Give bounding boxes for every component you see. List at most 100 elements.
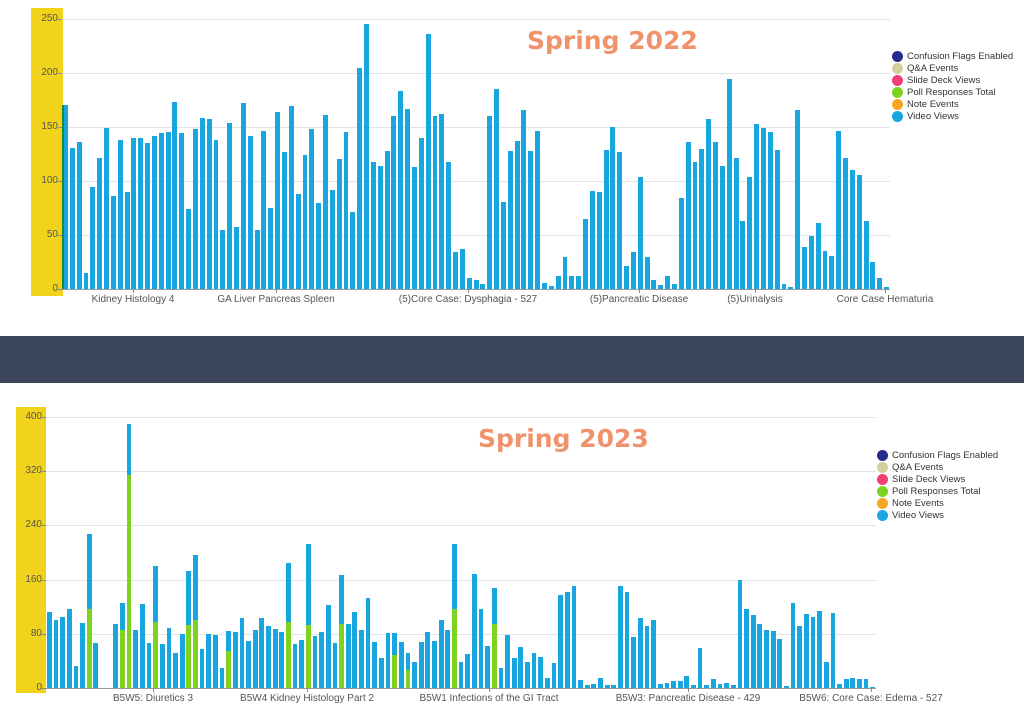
- bar[interactable]: [465, 654, 471, 688]
- bar[interactable]: [744, 608, 749, 688]
- bar[interactable]: [83, 272, 89, 289]
- bar[interactable]: [598, 677, 603, 688]
- bar[interactable]: [247, 135, 253, 289]
- bar[interactable]: [604, 685, 610, 688]
- bar[interactable]: [288, 106, 294, 289]
- bar[interactable]: [672, 283, 677, 289]
- bar[interactable]: [856, 174, 862, 289]
- bar[interactable]: [90, 187, 96, 289]
- bar[interactable]: [498, 667, 504, 688]
- bar[interactable]: [795, 109, 801, 289]
- bar[interactable]: [664, 682, 670, 688]
- bar[interactable]: [596, 191, 602, 289]
- bar[interactable]: [372, 641, 378, 688]
- bar[interactable]: [764, 630, 769, 688]
- bar[interactable]: [505, 635, 510, 688]
- bar[interactable]: [781, 283, 787, 289]
- bar[interactable]: [425, 631, 431, 688]
- bar[interactable]: [66, 609, 72, 688]
- bar[interactable]: [829, 255, 835, 289]
- bar[interactable]: [657, 683, 663, 688]
- bar[interactable]: [377, 165, 383, 289]
- bar[interactable]: [747, 176, 753, 289]
- bar[interactable]: [849, 170, 855, 289]
- legend-item[interactable]: Q&A Events: [877, 461, 998, 473]
- bar[interactable]: [261, 131, 267, 289]
- bar[interactable]: [583, 218, 588, 289]
- bar[interactable]: [219, 668, 225, 688]
- bar[interactable]: [138, 137, 144, 289]
- bar[interactable]: [391, 116, 397, 289]
- bar[interactable]: [60, 616, 66, 688]
- bar[interactable]: [518, 647, 524, 688]
- legend-item[interactable]: Note Events: [877, 497, 998, 509]
- bar[interactable]: [213, 139, 219, 289]
- bar[interactable]: [631, 637, 637, 688]
- bar[interactable]: [651, 619, 656, 688]
- bar[interactable]: [299, 639, 305, 688]
- bar[interactable]: [246, 640, 251, 688]
- legend-item[interactable]: Confusion Flags Enabled: [877, 449, 998, 461]
- bar[interactable]: [478, 608, 484, 688]
- bar[interactable]: [266, 625, 271, 688]
- bar[interactable]: [528, 150, 534, 289]
- bar[interactable]: [774, 149, 780, 289]
- bar[interactable]: [325, 604, 331, 688]
- bar[interactable]: [292, 643, 298, 688]
- legend-item[interactable]: Slide Deck Views: [892, 74, 1013, 86]
- bar[interactable]: [179, 133, 185, 289]
- bar[interactable]: [186, 209, 192, 289]
- bar[interactable]: [870, 262, 876, 289]
- bar[interactable]: [47, 612, 52, 688]
- bar[interactable]: [139, 604, 145, 688]
- bar[interactable]: [569, 276, 575, 289]
- bar[interactable]: [286, 562, 291, 688]
- bar[interactable]: [863, 220, 869, 289]
- bar[interactable]: [830, 612, 836, 688]
- bar[interactable]: [432, 116, 438, 289]
- bar[interactable]: [302, 155, 308, 289]
- bar[interactable]: [665, 276, 671, 289]
- bar[interactable]: [726, 79, 732, 289]
- bar[interactable]: [179, 633, 185, 688]
- bar[interactable]: [850, 677, 856, 688]
- bar[interactable]: [521, 109, 527, 289]
- bar[interactable]: [268, 208, 274, 289]
- bar[interactable]: [724, 682, 730, 688]
- bar[interactable]: [651, 280, 657, 289]
- bar[interactable]: [760, 128, 766, 289]
- bar[interactable]: [104, 128, 109, 289]
- legend-item[interactable]: Slide Deck Views: [877, 473, 998, 485]
- bar[interactable]: [425, 34, 431, 289]
- bar[interactable]: [193, 554, 198, 688]
- bar[interactable]: [514, 141, 520, 289]
- bar[interactable]: [466, 278, 472, 289]
- bar[interactable]: [206, 633, 212, 688]
- bar[interactable]: [93, 642, 99, 688]
- bar[interactable]: [73, 666, 79, 688]
- bar[interactable]: [295, 193, 301, 289]
- bar[interactable]: [364, 24, 369, 289]
- bar[interactable]: [808, 236, 814, 289]
- bar[interactable]: [458, 662, 464, 688]
- bar[interactable]: [312, 635, 318, 688]
- bar[interactable]: [603, 149, 609, 289]
- bar[interactable]: [624, 266, 630, 289]
- bar[interactable]: [146, 643, 152, 688]
- bar[interactable]: [279, 632, 285, 688]
- bar[interactable]: [767, 132, 773, 289]
- bar[interactable]: [711, 679, 716, 688]
- bar[interactable]: [126, 423, 132, 688]
- bar[interactable]: [384, 150, 390, 289]
- bar[interactable]: [624, 591, 630, 688]
- bar[interactable]: [173, 653, 178, 688]
- bar[interactable]: [359, 629, 364, 688]
- bar[interactable]: [418, 137, 424, 289]
- bar[interactable]: [439, 114, 445, 289]
- bar[interactable]: [797, 626, 803, 688]
- bar[interactable]: [637, 617, 643, 688]
- bar[interactable]: [494, 89, 500, 289]
- bar[interactable]: [584, 684, 590, 688]
- bar[interactable]: [685, 142, 691, 289]
- bar[interactable]: [699, 148, 705, 289]
